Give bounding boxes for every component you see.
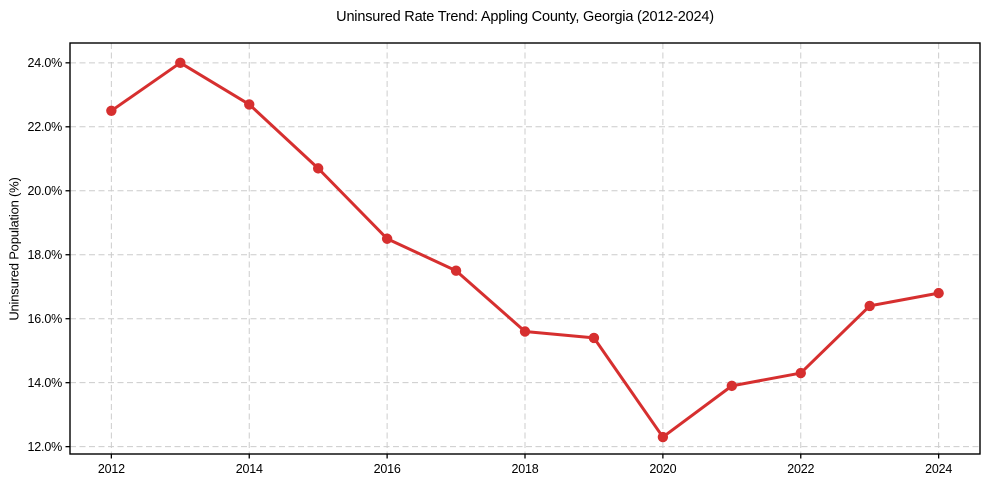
x-tick-label: 2020 [649, 462, 676, 476]
data-point-2014 [244, 99, 255, 110]
x-tick-label: 2024 [925, 462, 952, 476]
x-tick-label: 2014 [236, 462, 263, 476]
data-point-2018 [519, 326, 531, 337]
data-point-2020 [657, 431, 669, 443]
x-tick-label: 2016 [374, 462, 401, 476]
data-point-2012 [106, 105, 117, 117]
x-tick-label: 2012 [98, 462, 125, 476]
y-tick-label: 20.0% [28, 184, 63, 198]
data-point-2023 [864, 300, 875, 312]
x-tick-label: 2018 [511, 462, 538, 476]
y-tick-label: 16.0% [28, 312, 63, 326]
data-point-2013 [175, 57, 186, 69]
y-tick-label: 18.0% [28, 248, 63, 262]
data-point-2024 [933, 287, 944, 299]
chart-title: Uninsured Rate Trend: Appling County, Ge… [336, 9, 714, 25]
data-point-2019 [588, 332, 600, 344]
x-tick-label: 2022 [787, 462, 814, 476]
y-tick-label: 14.0% [28, 376, 63, 390]
data-point-2016 [381, 233, 393, 244]
data-point-2017 [450, 265, 462, 276]
y-tick-label: 24.0% [28, 56, 63, 70]
data-point-2015 [312, 163, 324, 174]
data-point-2021 [726, 380, 738, 392]
y-tick-label: 12.0% [28, 440, 63, 454]
y-tick-label: 22.0% [28, 120, 63, 134]
data-point-2022 [795, 367, 806, 379]
